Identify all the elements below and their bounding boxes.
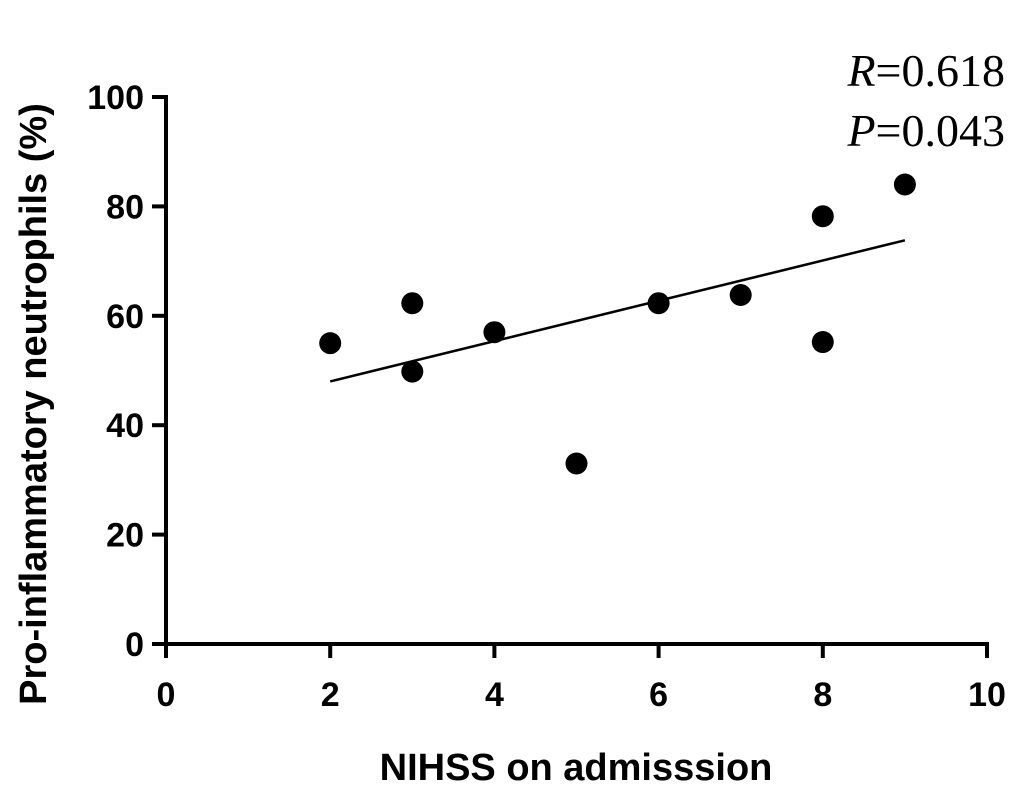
y-tick-label: 0 xyxy=(125,626,144,664)
x-tick-label: 10 xyxy=(968,676,1006,714)
y-ticks: 0 20 40 60 80 100 xyxy=(87,79,166,664)
data-point xyxy=(565,452,588,475)
data-point xyxy=(893,173,916,196)
p-symbol: P xyxy=(846,105,875,156)
x-tick-label: 0 xyxy=(157,676,176,714)
data-point xyxy=(811,205,834,228)
p-annotation: P=0.043 xyxy=(846,105,1005,156)
data-point xyxy=(401,292,424,315)
r-annotation: R=0.618 xyxy=(846,45,1005,96)
data-point xyxy=(647,292,670,315)
r-symbol: R xyxy=(846,45,875,96)
y-tick-label: 20 xyxy=(106,517,144,555)
data-point xyxy=(729,284,752,307)
y-tick-label: 100 xyxy=(87,79,144,117)
data-point xyxy=(319,332,342,355)
regression-line xyxy=(329,239,906,383)
x-tick-label: 8 xyxy=(813,676,832,714)
x-tick-label: 4 xyxy=(485,676,504,714)
x-axis-label: NIHSS on admisssion xyxy=(380,747,773,789)
data-point xyxy=(811,331,834,354)
y-axis-label: Pro-inflammatory neutrophils (%) xyxy=(13,103,55,705)
x-ticks: 0 2 4 6 8 10 xyxy=(157,644,1006,714)
y-tick-label: 60 xyxy=(106,298,144,336)
r-value: =0.618 xyxy=(876,45,1005,96)
data-point xyxy=(483,321,506,344)
y-tick-label: 40 xyxy=(106,407,144,445)
data-point xyxy=(401,360,424,383)
p-value: =0.043 xyxy=(876,105,1005,156)
data-points xyxy=(319,173,916,475)
x-tick-label: 6 xyxy=(649,676,668,714)
y-tick-label: 80 xyxy=(106,188,144,226)
x-tick-label: 2 xyxy=(321,676,340,714)
axes: 0 20 40 60 80 100 0 2 4 6 8 10 xyxy=(87,79,1006,714)
